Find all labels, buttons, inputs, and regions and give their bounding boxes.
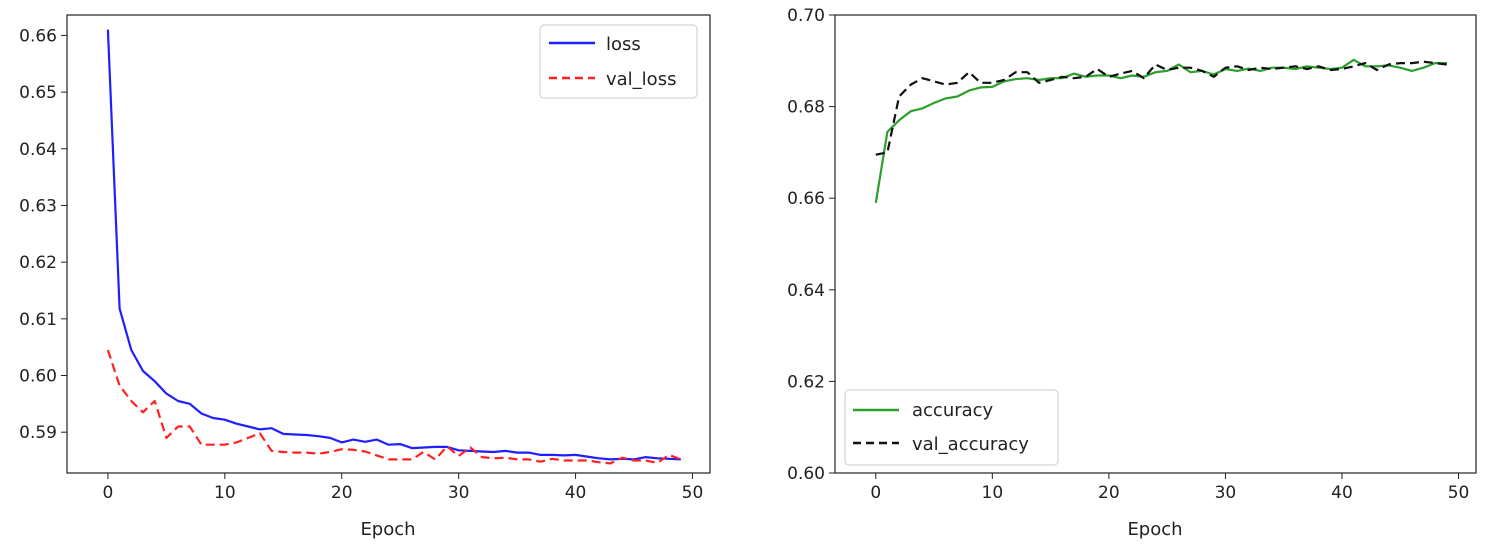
accuracy-line — [874, 58, 1447, 203]
accuracy-y-tick-label: 0.70 — [787, 6, 825, 26]
val-loss-line — [106, 349, 682, 465]
accuracy-chart: 0.60 0.62 0.64 0.66 0.68 0.70 0 10 20 30 40 50 Epo… — [787, 6, 1477, 540]
accuracy-y-tick-label: 0.66 — [787, 189, 825, 209]
accuracy-legend-label: accuracy — [912, 400, 994, 421]
loss-y-tick-label: 0.60 — [19, 367, 57, 387]
loss-x-tick-label: 20 — [331, 483, 353, 503]
val-accuracy-legend-label: val_accuracy — [912, 434, 1029, 455]
loss-x-tick-label: 30 — [448, 483, 470, 503]
loss-series — [106, 29, 682, 465]
accuracy-x-tick-label: 50 — [1448, 483, 1470, 503]
loss-x-tick-label: 40 — [565, 483, 587, 503]
accuracy-x-tick-label: 0 — [870, 483, 881, 503]
loss-x-tick-label: 50 — [682, 483, 704, 503]
loss-x-ticks: 0 10 20 30 40 50 — [103, 473, 704, 503]
accuracy-x-ticks: 0 10 20 30 40 50 — [870, 473, 1469, 503]
loss-chart: 0.59 0.60 0.61 0.62 0.63 0.64 0.65 0.66 0 10 20 30… — [19, 14, 711, 540]
loss-y-tick-label: 0.63 — [19, 196, 57, 216]
loss-y-tick-label: 0.65 — [19, 83, 57, 103]
loss-y-tick-label: 0.61 — [19, 310, 57, 330]
loss-y-tick-label: 0.62 — [19, 253, 57, 273]
loss-line — [106, 29, 681, 461]
loss-y-tick-label: 0.66 — [19, 26, 57, 46]
accuracy-series — [874, 58, 1448, 203]
accuracy-x-tick-label: 40 — [1331, 483, 1353, 503]
loss-legend: loss val_loss — [539, 24, 698, 99]
loss-legend-label: loss — [606, 34, 641, 55]
loss-x-tick-label: 0 — [103, 483, 114, 503]
accuracy-plot-frame — [834, 14, 1477, 474]
loss-y-tick-label: 0.59 — [19, 423, 57, 443]
val-accuracy-line — [875, 60, 1448, 156]
accuracy-x-axis-label: Epoch — [1127, 519, 1182, 540]
loss-x-axis-label: Epoch — [360, 519, 415, 540]
accuracy-y-ticks: 0.60 0.62 0.64 0.66 0.68 0.70 — [787, 6, 835, 484]
accuracy-y-tick-label: 0.68 — [787, 98, 825, 118]
accuracy-x-tick-label: 10 — [982, 483, 1004, 503]
accuracy-y-tick-label: 0.64 — [787, 281, 825, 301]
accuracy-x-tick-label: 30 — [1215, 483, 1237, 503]
accuracy-x-tick-label: 20 — [1098, 483, 1120, 503]
val-loss-legend-label: val_loss — [606, 69, 676, 90]
accuracy-y-tick-label: 0.62 — [787, 372, 825, 392]
loss-y-tick-label: 0.64 — [19, 140, 57, 160]
loss-plot-frame — [66, 14, 711, 474]
accuracy-y-tick-label: 0.60 — [787, 464, 825, 484]
loss-y-ticks: 0.59 0.60 0.61 0.62 0.63 0.64 0.65 0.66 — [19, 26, 67, 443]
accuracy-legend: accuracy val_accuracy — [844, 389, 1059, 466]
loss-x-tick-label: 10 — [214, 483, 236, 503]
